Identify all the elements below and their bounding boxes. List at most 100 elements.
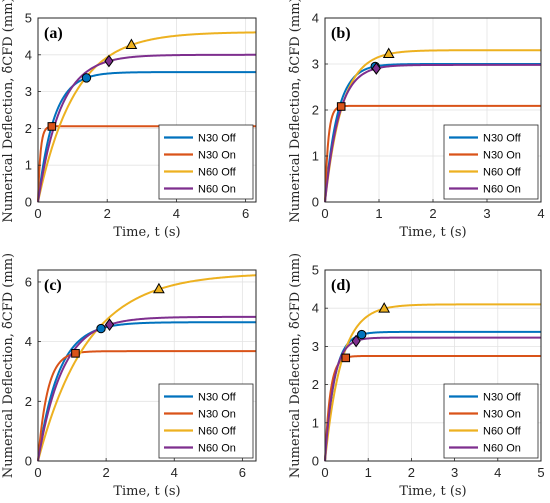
- x-tick-label: 4: [537, 206, 544, 221]
- panel-b: 0 1 2 3 4 0 1 2 3 4 (b) Time, t (s) Numerical Deflec…: [288, 0, 545, 240]
- legend-entry: N30 On: [198, 150, 236, 162]
- y-tick-label: 2: [25, 394, 32, 409]
- y-axis-title: Numerical Deflection, δ̃CFD (mm): [1, 253, 16, 478]
- legend-entry: N60 On: [198, 184, 236, 196]
- marker-n60-on: [104, 318, 115, 332]
- y-tick-label: 4: [312, 301, 319, 316]
- series-line-n30-on: [324, 104, 541, 203]
- y-tick-label: 0: [312, 195, 319, 210]
- x-tick-label: 0: [321, 465, 328, 480]
- panel-c: 0 2 4 6 0 2 4 6 (c) Time, t (s) Numerical Deflecti…: [1, 253, 257, 499]
- y-tick-label: 0: [25, 454, 32, 469]
- legend-entry: N30 On: [483, 409, 521, 421]
- legend-entry: N60 On: [483, 443, 521, 455]
- legend-entry: N60 Off: [483, 426, 522, 438]
- y-tick-label: 3: [312, 339, 319, 354]
- x-axis-title: Time, t (s): [113, 225, 180, 240]
- x-tick-label: 0: [321, 206, 328, 221]
- series-line-n60-on: [37, 53, 256, 203]
- legend-entry: N60 On: [198, 443, 236, 455]
- x-axis-title: Time, t (s): [113, 484, 180, 499]
- x-tick-label: 4: [494, 465, 501, 480]
- x-tick-label: 3: [451, 465, 458, 480]
- y-axis-title: Numerical Deflection, δ̃CFD (mm): [288, 0, 303, 223]
- y-tick-label: 2: [312, 103, 319, 118]
- legend-entry: N30 On: [198, 409, 236, 421]
- x-tick-label: 3: [483, 206, 490, 221]
- series-line-n60-off: [37, 31, 257, 203]
- y-axis-title: Numerical Deflection, δ̃CFD (mm): [288, 253, 303, 478]
- y-tick-label: 1: [25, 158, 32, 173]
- x-tick-label: 6: [239, 465, 246, 480]
- y-tick-label: 2: [312, 377, 319, 392]
- marker-n30-on: [47, 122, 57, 131]
- panel-label: (b): [331, 25, 351, 42]
- marker-n30-on: [71, 349, 80, 358]
- x-tick-label: 2: [408, 465, 415, 480]
- y-tick-label: 6: [25, 274, 32, 289]
- axes-frame: [37, 17, 257, 203]
- series-line-n30-on: [324, 354, 541, 462]
- legend-entry: N60 Off: [483, 167, 522, 179]
- panel-label: (d): [331, 277, 351, 294]
- series-line-n30-off: [37, 321, 256, 462]
- series-line-n60-off: [324, 49, 541, 203]
- marker-n60-off: [382, 47, 395, 59]
- panel-d: 0 1 2 3 4 5 0 1 2 3 4 5 (d) Time, t (s) Numerical Defl…: [288, 253, 545, 499]
- y-axis-title: Numerical Deflection, δ̃CFD (mm): [1, 0, 16, 223]
- y-tick-label: 5: [25, 11, 32, 26]
- marker-n30-off: [357, 329, 367, 340]
- y-tick-label: 0: [25, 195, 32, 210]
- y-tick-label: 1: [312, 415, 319, 430]
- marker-n30-on: [336, 102, 346, 111]
- x-tick-label: 0: [34, 206, 41, 221]
- marker-n60-on: [104, 54, 114, 68]
- legend-entry: N30 On: [483, 150, 521, 162]
- y-tick-label: 3: [25, 84, 32, 99]
- legend: N30 Off N30 On N60 Off N60 On: [443, 124, 539, 200]
- y-tick-label: 4: [25, 334, 32, 349]
- x-tick-label: 2: [429, 206, 436, 221]
- legend: N30 Off N30 On N60 Off N60 On: [443, 383, 539, 459]
- x-tick-label: 1: [375, 206, 382, 221]
- marker-n30-off: [81, 73, 92, 83]
- y-tick-label: 2: [25, 121, 32, 136]
- legend-entry: N30 Off: [483, 392, 522, 404]
- x-tick-label: 1: [365, 465, 372, 480]
- x-tick-label: 2: [103, 465, 110, 480]
- marker-n60-off: [153, 282, 165, 294]
- y-tick-label: 5: [312, 263, 319, 278]
- legend-entry: N30 Off: [198, 133, 237, 145]
- series-line-n60-off: [37, 274, 257, 462]
- y-tick-label: 4: [25, 47, 32, 62]
- marker-n60-off: [378, 302, 391, 313]
- panel-a: 0 2 4 6 0 1 2 3 4 5 (a) Time, t (s) Numerical Deflec…: [1, 0, 257, 240]
- marker-n60-on: [371, 62, 381, 75]
- panel-label: (a): [44, 25, 63, 42]
- x-tick-label: 2: [104, 206, 111, 221]
- legend-entry: N30 Off: [198, 392, 237, 404]
- y-tick-label: 3: [312, 57, 319, 72]
- x-axis-title: Time, t (s): [399, 225, 466, 240]
- x-tick-label: 4: [173, 206, 180, 221]
- legend-entry: N60 On: [483, 184, 521, 196]
- marker-n60-on: [351, 334, 361, 348]
- legend-entry: N60 Off: [198, 426, 237, 438]
- axes-frame: [324, 269, 542, 462]
- x-tick-label: 0: [34, 465, 41, 480]
- y-tick-label: 4: [312, 11, 319, 26]
- legend-entry: N60 Off: [198, 167, 237, 179]
- panel-label: (c): [44, 277, 62, 294]
- legend: N30 Off N30 On N60 Off N60 On: [158, 383, 254, 459]
- series-line-n60-off: [324, 303, 541, 462]
- x-axis-title: Time, t (s): [399, 484, 466, 499]
- y-tick-label: 0: [312, 454, 319, 469]
- series-line-n60-on: [324, 63, 541, 203]
- axes-frame: [37, 269, 257, 462]
- series-line-n60-on: [324, 336, 541, 462]
- x-tick-label: 6: [242, 206, 249, 221]
- x-tick-label: 5: [537, 465, 544, 480]
- y-tick-label: 1: [312, 149, 319, 164]
- x-tick-label: 4: [171, 465, 178, 480]
